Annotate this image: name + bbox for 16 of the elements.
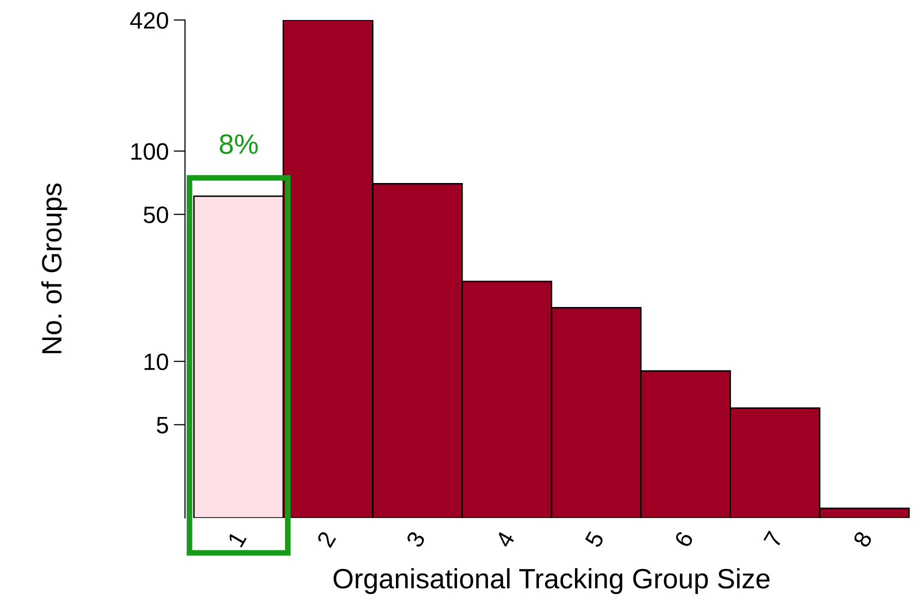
x-tick-label: 4 <box>495 530 516 549</box>
x-tick-label: 1 <box>227 530 247 548</box>
x-axis-title: Organisational Tracking Group Size <box>334 568 770 594</box>
x-tick-label: 7 <box>764 530 783 548</box>
y-tick-label: 420 <box>130 12 168 29</box>
x-tick-label: 3 <box>406 530 426 548</box>
y-tick-label: 5 <box>156 417 168 434</box>
y-axis-title: No. of Groups <box>41 184 68 354</box>
y-tick-label: 50 <box>144 206 168 224</box>
x-tick-label: 6 <box>674 530 694 548</box>
x-tick-label: 8 <box>852 530 873 548</box>
x-tick-label: 5 <box>584 530 604 548</box>
y-tick-label: 10 <box>144 353 168 370</box>
x-tick-label: 2 <box>316 530 336 548</box>
annotation: 8% <box>220 134 258 154</box>
y-tick-label: 100 <box>131 143 168 160</box>
